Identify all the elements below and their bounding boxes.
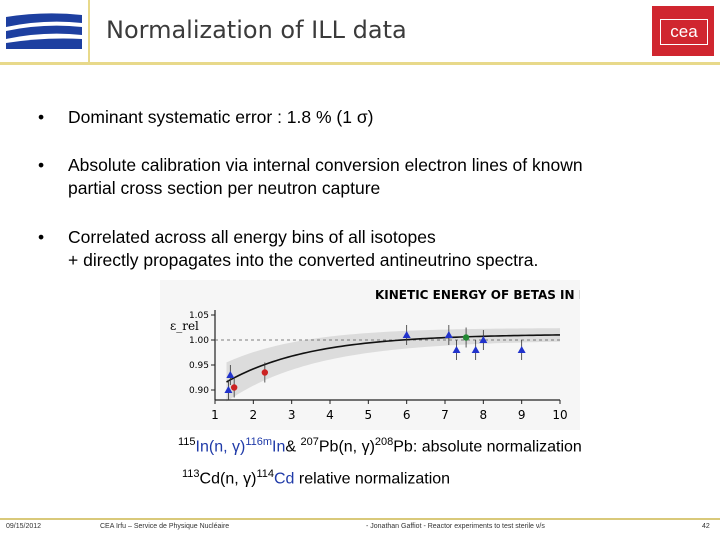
slide-title: Normalization of ILL data (106, 16, 407, 44)
cea-logo-text: cea (660, 19, 708, 45)
footer-divider (0, 518, 720, 520)
caption-relative-normalization: 113Cd(n, γ)114Cd relative normalization (182, 468, 450, 488)
cea-logo: cea (652, 6, 714, 56)
x-tick-label: 7 (441, 408, 449, 422)
caption-sup: 116m (245, 436, 273, 448)
caption-description: relative normalization (294, 470, 451, 488)
caption-sup: 115 (178, 436, 196, 448)
chart-axes (214, 310, 560, 401)
caption-reaction: Cd (274, 470, 295, 488)
y-tick-label: 1.05 (189, 311, 209, 321)
caption-description: : absolute normalization (412, 438, 582, 456)
data-point (224, 386, 233, 393)
uncertainty-band (226, 328, 560, 402)
bullet-text-line2: + directly propagates into the converted… (68, 250, 539, 270)
data-point (230, 384, 238, 391)
data-point (479, 336, 488, 343)
footer-author: - Jonathan Gaffiot - Reactor experiments… (366, 523, 545, 530)
x-tick-label: 4 (326, 408, 334, 422)
tick-labels: 1 2 3 4 5 6 7 8 9 10 0.90 0.95 1.00 1.05 (189, 311, 568, 422)
caption-sup: 113 (182, 468, 200, 480)
bullet-text: Absolute calibration via internal conver… (68, 155, 583, 175)
bullet-text-line2: partial cross section per neutron captur… (68, 178, 381, 198)
chart-ylabel: ε_rel (170, 319, 199, 333)
x-tick-label: 8 (480, 408, 488, 422)
y-tick-label: 1.00 (189, 336, 209, 346)
x-tick-label: 5 (365, 408, 373, 422)
data-point (452, 346, 461, 353)
bullet-text: Dominant systematic error : 1.8 % (1 σ) (68, 107, 374, 127)
slide-header: Normalization of ILL data cea (0, 0, 720, 62)
caption-amp: & (285, 438, 301, 456)
caption-reaction: Pb (393, 438, 413, 456)
data-point (226, 371, 235, 378)
data-point (402, 331, 411, 338)
irfu-logo (6, 13, 82, 49)
data-point (517, 346, 526, 353)
bullet-dot: • (38, 227, 45, 247)
caption-reaction: Pb(n, γ) (318, 438, 375, 456)
footer-date: 09/15/2012 (6, 523, 42, 530)
footer-page-number: 42 (702, 523, 710, 530)
y-tick-label: 0.95 (189, 361, 209, 371)
x-tick-label: 10 (552, 408, 567, 422)
data-point (444, 331, 453, 338)
uncertainty-band-area (226, 328, 560, 402)
fit-curve (226, 334, 561, 383)
x-tick-label: 6 (403, 408, 411, 422)
x-tick-label: 2 (250, 408, 258, 422)
caption-sup: 208 (374, 436, 394, 448)
bullet-dot: • (38, 107, 45, 127)
caption-reaction: In (272, 438, 286, 456)
x-tick-label: 3 (288, 408, 296, 422)
bullet-dot: • (38, 155, 45, 175)
data-point (462, 334, 470, 341)
header-divider (88, 0, 90, 62)
caption-reaction: In(n, γ) (195, 438, 246, 456)
footer-organization: CEA Irfu – Service de Physique Nucléaire (100, 523, 230, 530)
normalization-chart: KINETIC ENERGY OF BETAS IN MEV ε_rel 1 2 3… (160, 280, 580, 430)
x-tick-label: 1 (211, 408, 219, 422)
data-points (224, 325, 526, 400)
header-underline (0, 62, 720, 65)
chart-title: KINETIC ENERGY OF BETAS IN MEV (375, 288, 580, 302)
data-point (471, 346, 480, 353)
caption-reaction: Cd(n, γ) (199, 470, 257, 488)
caption-sup: 114 (256, 468, 274, 480)
y-tick-label: 0.90 (189, 386, 209, 396)
x-tick-label: 9 (518, 408, 526, 422)
fit-curve-line (226, 334, 561, 383)
data-point (261, 369, 269, 376)
caption-sup: 207 (300, 436, 319, 448)
bullet-text: Correlated across all energy bins of all… (68, 227, 436, 247)
caption-absolute-normalization: 115In(n, γ)116mIn& 207Pb(n, γ)208Pb: abs… (178, 436, 582, 456)
